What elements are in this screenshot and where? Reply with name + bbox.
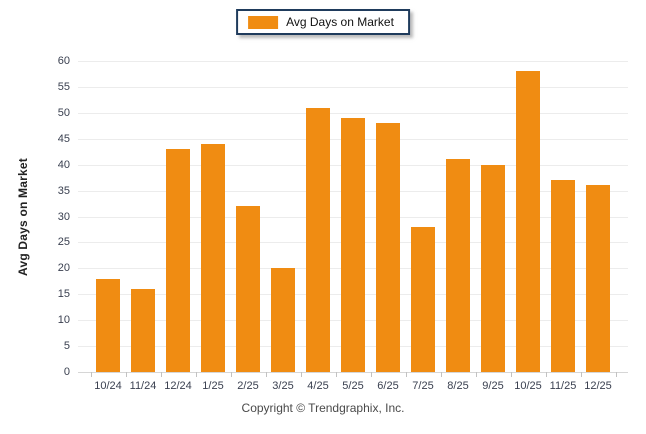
y-tick-label-5: 5 [63,340,70,353]
x-axis-tick [405,372,407,377]
bar-7-25 [411,226,435,372]
bar-10-25 [516,71,540,372]
y-tick-label-25: 25 [57,236,70,249]
x-axis-tick [265,372,267,377]
bar-10-24 [96,278,120,372]
legend-swatch-icon [248,15,279,29]
x-axis-tick [370,372,372,377]
gridline-y-60 [78,61,628,62]
gridline-y-50 [78,112,628,114]
y-tick-label-15: 15 [57,288,70,301]
bar-12-24 [166,149,190,372]
copyright-text: Copyright © Trendgraphix, Inc. [241,401,405,415]
bar-5-25 [341,118,365,372]
x-tick-label-8-25: 8/25 [447,380,469,392]
bar-8-25 [446,159,470,372]
x-tick-label-10-24: 10/24 [94,380,122,392]
y-tick-label-55: 55 [57,80,70,93]
y-tick-label-50: 50 [57,106,70,119]
x-axis-tick [580,372,582,377]
x-axis-tick [230,372,232,377]
y-axis-labels: 0 5 10 15 20 25 30 35 40 45 50 55 60 [0,56,70,378]
y-tick-label-0: 0 [63,366,70,378]
y-tick-label-20: 20 [57,262,70,275]
y-tick-label-40: 40 [57,158,70,171]
x-tick-label-2-25: 2/25 [237,380,259,392]
bar-4-25 [306,107,330,372]
x-tick-label-9-25: 9/25 [482,380,504,392]
x-axis-tick [300,372,302,377]
x-tick-label-12-25: 12/25 [584,380,612,392]
x-tick-label-7-25: 7/25 [412,380,434,392]
bar-12-25 [586,185,610,372]
bar-1-25 [201,143,225,372]
x-tick-label-11-25: 11/25 [549,380,577,392]
x-tick-label-10-25: 10/25 [514,380,542,392]
x-axis-tick [440,372,442,377]
y-tick-label-35: 35 [57,184,70,197]
x-tick-label-5-25: 5/25 [342,380,364,392]
bar-3-25 [271,268,295,372]
gridline-y-55 [78,86,628,88]
bar-6-25 [376,123,400,372]
x-axis-tick [545,372,547,377]
legend-label: Avg Days on Market [286,15,394,29]
x-tick-label-11-24: 11/24 [129,380,157,392]
x-axis-tick [475,372,477,377]
x-axis-tick [510,372,512,377]
x-tick-label-3-25: 3/25 [272,380,294,392]
x-axis-tick [160,372,162,377]
x-axis-tick [335,372,337,377]
bar-11-25 [551,180,575,372]
y-tick-label-30: 30 [57,210,70,223]
x-tick-label-12-24: 12/24 [164,380,192,392]
x-axis-tick [125,372,127,377]
y-tick-label-45: 45 [57,132,70,145]
x-tick-label-4-25: 4/25 [307,380,329,392]
x-axis-line [78,372,628,373]
x-tick-label-1-25: 1/25 [202,380,224,392]
y-tick-label-10: 10 [57,314,70,327]
legend: Avg Days on Market [236,9,410,35]
bar-2-25 [236,206,260,372]
bar-11-24 [131,289,155,372]
plot-area: 10/24 11/24 12/24 1/25 2/25 3/25 4/25 5/25 6/25 7… [78,61,628,392]
bar-9-25 [481,164,505,372]
x-axis-tick [615,372,617,377]
y-tick-label-60: 60 [57,55,70,67]
x-tick-label-6-25: 6/25 [377,380,399,392]
x-axis-tick [90,372,92,377]
x-axis-tick [195,372,197,377]
